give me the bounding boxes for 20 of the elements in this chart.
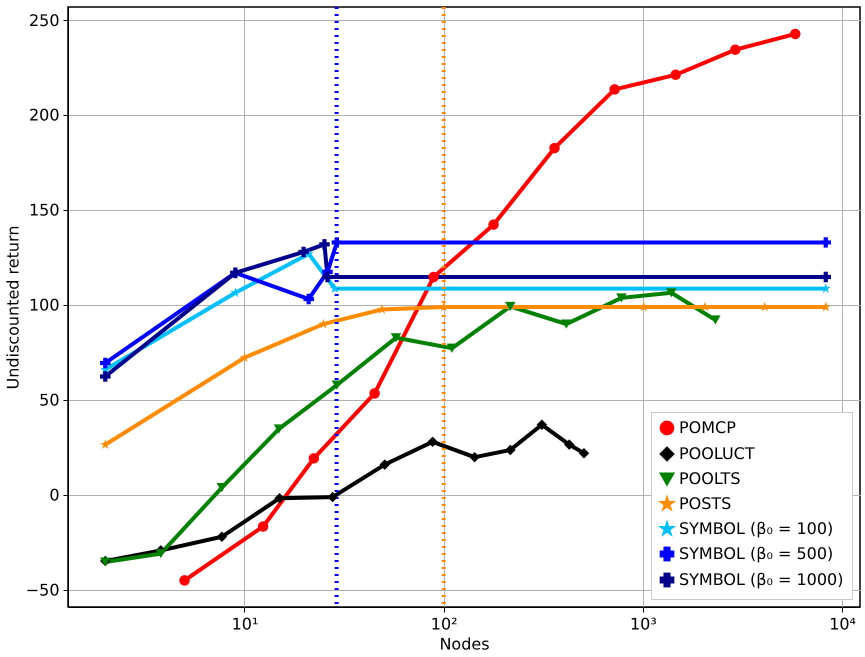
legend-label: SYMBOL (β₀ = 1000) (679, 570, 844, 589)
legend-label: SYMBOL (β₀ = 500) (679, 544, 834, 563)
x-axis-title: Nodes (439, 634, 490, 654)
y-tick-label: −50 (26, 580, 60, 600)
x-tick-label: 10² (430, 614, 458, 634)
y-tick-label: 50 (39, 390, 60, 410)
legend-label: POSTS (679, 494, 732, 513)
y-tick-label: 100 (28, 296, 60, 315)
y-axis-title: Undiscounted return (4, 226, 23, 390)
legend-label: SYMBOL (β₀ = 100) (679, 519, 834, 538)
legend-label: POOLUCT (679, 444, 755, 463)
x-tick-label: 10³ (630, 614, 657, 634)
x-tick-label: 10⁴ (829, 614, 856, 634)
x-tick-label: 10¹ (232, 614, 258, 634)
y-tick-label: 150 (28, 200, 60, 220)
legend-label: POOLTS (679, 469, 740, 488)
legend-label: POMCP (679, 418, 736, 437)
y-tick-label: 0 (49, 485, 60, 504)
y-tick-label: 200 (28, 106, 60, 125)
y-tick-label: 250 (28, 10, 60, 30)
